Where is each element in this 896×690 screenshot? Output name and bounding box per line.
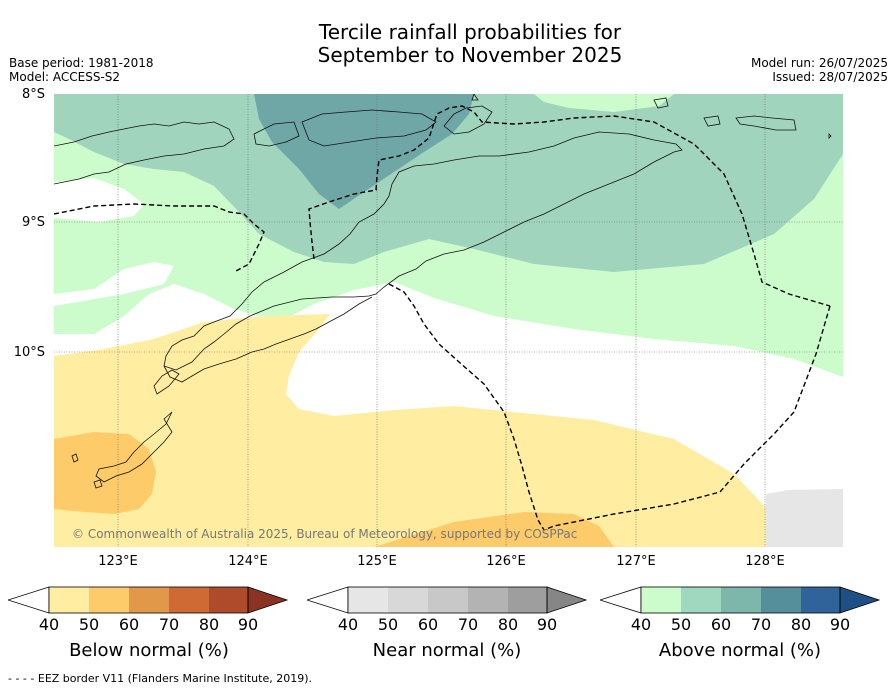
colorbar-below-seg-3 bbox=[129, 587, 169, 613]
semau-island bbox=[153, 369, 180, 395]
colorbar-near-seg-4 bbox=[468, 587, 508, 613]
above-normal-60-70-region bbox=[254, 94, 474, 209]
copyright-text: © Commonwealth of Australia 2025, Bureau… bbox=[72, 527, 577, 541]
eez-border-tl bbox=[54, 203, 265, 273]
below-normal-50-60-region-south bbox=[374, 512, 614, 547]
colorbar-near-seg-1 bbox=[348, 587, 388, 613]
sawu-island bbox=[71, 453, 79, 463]
colorbar-above-seg-4 bbox=[761, 587, 801, 613]
colorbar-below-seg-2 bbox=[89, 587, 129, 613]
base-period-text: Base period: 1981-2018 bbox=[9, 56, 154, 70]
colorbar-above-normal bbox=[600, 586, 881, 614]
lon-label-126e: 126°E bbox=[486, 554, 526, 569]
colorbar-below-under-arrow bbox=[8, 586, 50, 614]
rote-island bbox=[95, 411, 173, 483]
eez-footnote: - - - - EEZ border V11 (Flanders Marine … bbox=[8, 672, 313, 685]
moa-island bbox=[703, 115, 721, 127]
colorbar-near-under-arrow bbox=[307, 586, 349, 614]
near-normal-40-50-region bbox=[766, 489, 843, 547]
atauro-island bbox=[471, 94, 479, 101]
above-tick-80: 80 bbox=[790, 615, 812, 634]
above-normal-title: Above normal (%) bbox=[658, 640, 822, 661]
near-tick-80: 80 bbox=[497, 615, 519, 634]
near-tick-40: 40 bbox=[337, 615, 359, 634]
below-normal-title: Below normal (%) bbox=[69, 640, 229, 661]
equal-chances-west-patch-2 bbox=[54, 262, 174, 306]
map-title: Tercile rainfall probabilities for Septe… bbox=[0, 21, 896, 67]
colorbar-near-seg-5 bbox=[508, 587, 547, 613]
below-normal-40-50-region bbox=[54, 314, 794, 547]
model-run-text: Model run: 26/07/2025 bbox=[750, 56, 888, 70]
alor-coastline bbox=[54, 121, 235, 185]
colorbar-above-over-arrow bbox=[839, 586, 881, 614]
colorbar-above-seg-2 bbox=[681, 587, 721, 613]
colorbar-above-seg-3 bbox=[721, 587, 761, 613]
near-normal-title: Near normal (%) bbox=[372, 640, 522, 661]
eez-border-west-timor bbox=[388, 283, 545, 531]
above-normal-topright-patch bbox=[534, 94, 674, 112]
issued-text: Issued: 28/07/2025 bbox=[772, 70, 888, 84]
eez-border bbox=[54, 105, 831, 531]
above-tick-60: 60 bbox=[710, 615, 732, 634]
colorbar-below-seg-5 bbox=[209, 587, 248, 613]
gridlines bbox=[54, 94, 843, 547]
above-normal-50-60-region bbox=[54, 94, 843, 272]
lon-label-124e: 124°E bbox=[228, 554, 268, 569]
near-tick-60: 60 bbox=[417, 615, 439, 634]
colorbar-above-under-arrow bbox=[600, 586, 642, 614]
lon-label-123e: 123°E bbox=[98, 554, 138, 569]
colorbar-near-seg-2 bbox=[388, 587, 428, 613]
below-tick-60: 60 bbox=[118, 615, 140, 634]
lat-label-8s: 8°S bbox=[21, 87, 45, 102]
colorbar-below-normal bbox=[8, 586, 289, 614]
colorbar-near-normal bbox=[307, 586, 588, 614]
above-tick-90: 90 bbox=[829, 615, 851, 634]
model-text: Model: ACCESS-S2 bbox=[9, 70, 121, 84]
below-normal-50-60-region-west bbox=[54, 432, 156, 514]
wetar-island bbox=[443, 105, 493, 135]
eez-border-north bbox=[308, 105, 831, 307]
near-tick-70: 70 bbox=[457, 615, 479, 634]
below-tick-40: 40 bbox=[38, 615, 60, 634]
colorbar-below-seg-4 bbox=[169, 587, 209, 613]
timor-south-coast bbox=[163, 296, 373, 383]
small-island-ne bbox=[828, 133, 832, 139]
colorbar-near-seg-3 bbox=[428, 587, 468, 613]
map-panel: © Commonwealth of Australia 2025, Bureau… bbox=[54, 94, 843, 547]
alor-island-2 bbox=[253, 121, 300, 147]
near-tick-50: 50 bbox=[377, 615, 399, 634]
colorbar-above-seg-5 bbox=[801, 587, 840, 613]
above-tick-70: 70 bbox=[750, 615, 772, 634]
colorbar-below-seg-1 bbox=[49, 587, 89, 613]
kisar-island bbox=[653, 97, 669, 109]
near-tick-90: 90 bbox=[536, 615, 558, 634]
colorbar-above-seg-1 bbox=[641, 587, 681, 613]
above-tick-50: 50 bbox=[670, 615, 692, 634]
equal-chances-west-patch bbox=[54, 178, 144, 222]
ndao-island bbox=[93, 479, 103, 489]
lon-label-127e: 127°E bbox=[616, 554, 656, 569]
colorbar-near-over-arrow bbox=[546, 586, 588, 614]
lon-label-125e: 125°E bbox=[357, 554, 397, 569]
above-tick-40: 40 bbox=[630, 615, 652, 634]
eez-border-south bbox=[543, 305, 831, 531]
title-line-1: Tercile rainfall probabilities for bbox=[318, 20, 622, 44]
lon-label-128e: 128°E bbox=[745, 554, 785, 569]
meta-left: Base period: 1981-2018 Model: ACCESS-S2 bbox=[9, 56, 154, 84]
colorbar-below-over-arrow bbox=[247, 586, 289, 614]
coastlines bbox=[54, 94, 832, 489]
below-tick-70: 70 bbox=[158, 615, 180, 634]
leti-island bbox=[735, 115, 797, 131]
lat-label-9s: 9°S bbox=[21, 215, 45, 230]
timor-coastline bbox=[163, 131, 683, 371]
below-tick-90: 90 bbox=[237, 615, 259, 634]
meta-right: Model run: 26/07/2025 Issued: 28/07/2025 bbox=[751, 56, 888, 84]
alor-island-3 bbox=[301, 109, 437, 147]
lat-label-10s: 10°S bbox=[13, 345, 45, 360]
title-line-2: September to November 2025 bbox=[317, 43, 623, 67]
below-tick-80: 80 bbox=[198, 615, 220, 634]
below-tick-50: 50 bbox=[78, 615, 100, 634]
